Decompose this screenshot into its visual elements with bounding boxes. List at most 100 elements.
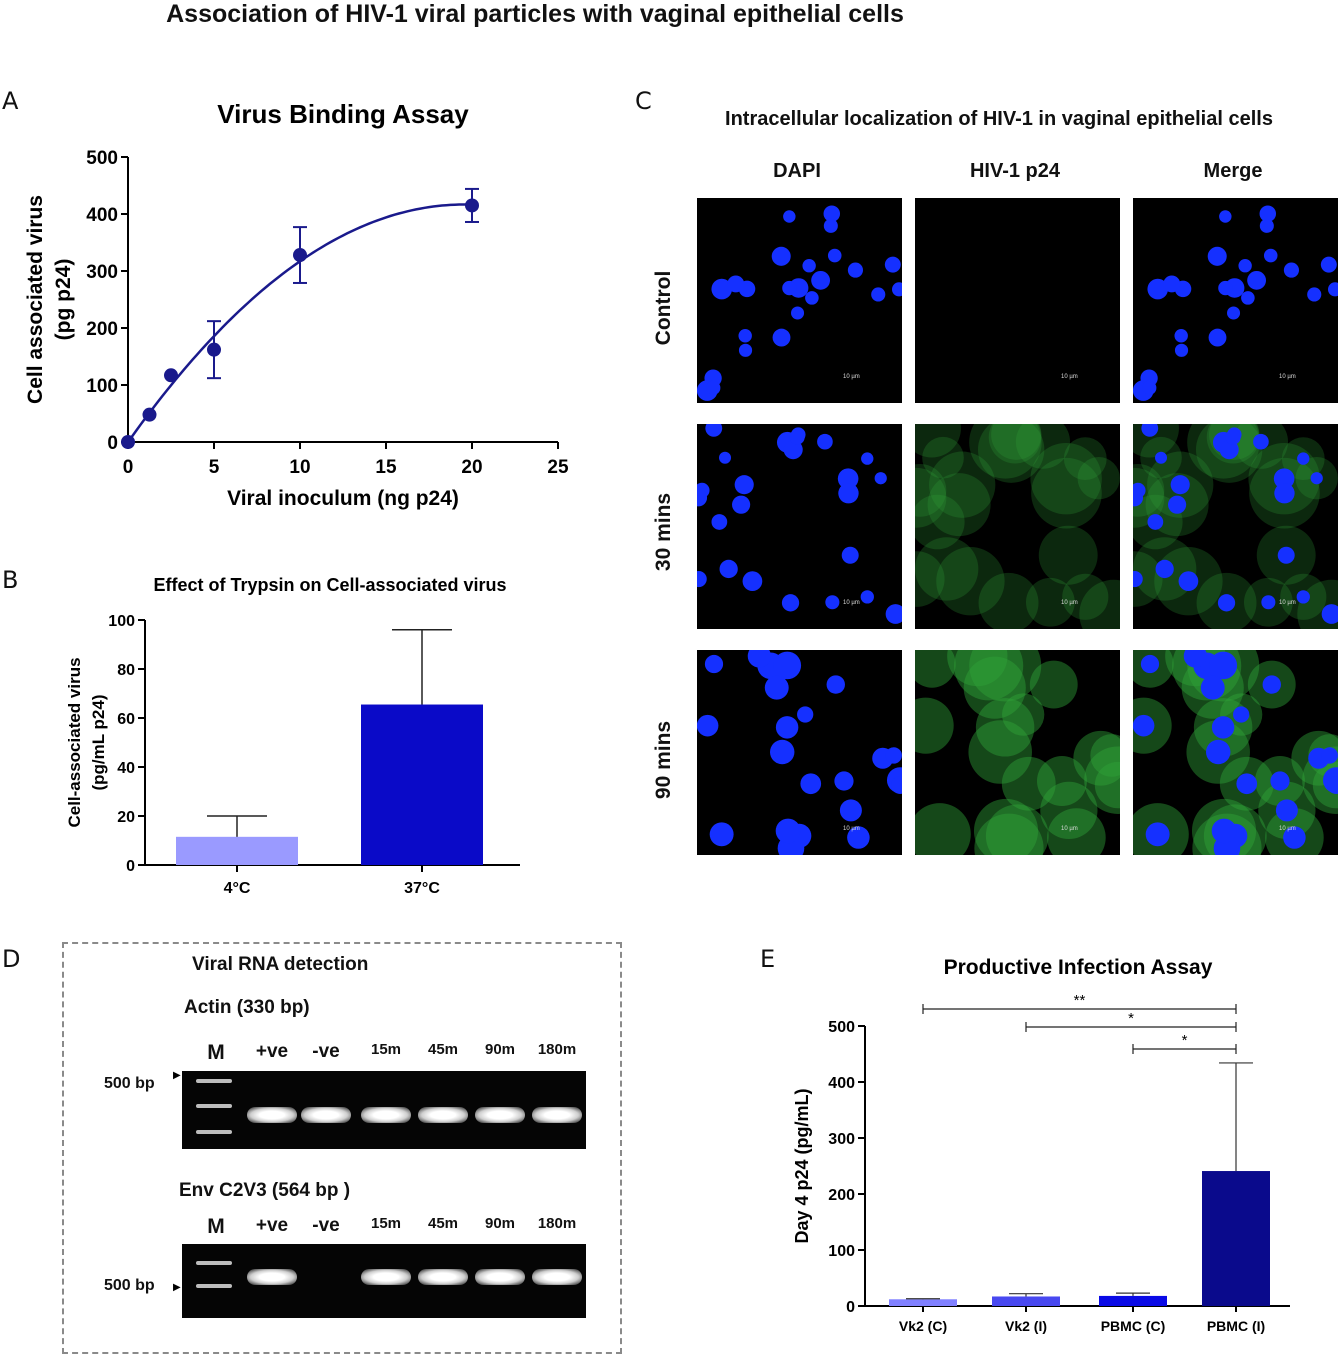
nucleus [885, 604, 902, 624]
nucleus [838, 483, 859, 504]
nucleus [704, 654, 724, 674]
scale-bar-label: 10 µm [842, 600, 860, 607]
p24-stain [1031, 457, 1102, 529]
y-tick-label: 0 [126, 858, 135, 875]
significance-label: * [1182, 1032, 1188, 1049]
gel-band [475, 1269, 525, 1285]
p24-stain [1047, 808, 1106, 855]
micrograph-canvas [1133, 424, 1338, 629]
nucleus [782, 280, 797, 296]
bar [889, 1299, 957, 1306]
nucleus [797, 706, 814, 723]
p24-stain [915, 463, 947, 517]
gel-panel-title: Viral RNA detection [192, 954, 369, 975]
nucleus [1219, 210, 1232, 223]
p24-stain [963, 656, 1026, 719]
y-tick-label: 200 [86, 319, 118, 340]
y-axis-label-line: Cell-associated virus [65, 657, 84, 827]
nucleus [709, 822, 734, 847]
nucleus [827, 248, 842, 263]
actin-marker-label: 500 bp [104, 1075, 155, 1092]
bar [1099, 1295, 1167, 1306]
data-point [164, 368, 178, 383]
y-tick-label: 500 [828, 1019, 855, 1036]
panel-letter-a: A [2, 87, 19, 115]
nucleus [734, 475, 754, 495]
lane-label: 15m [370, 1215, 402, 1232]
nucleus [1183, 650, 1207, 668]
nucleus [817, 433, 833, 450]
p24-stain [1062, 573, 1109, 620]
p24-stain [1063, 437, 1107, 480]
p24-stain [1029, 660, 1078, 709]
env-marker-arrow: ▶ [173, 1282, 181, 1293]
nucleus [1209, 651, 1238, 680]
nucleus [1247, 270, 1267, 290]
nucleus [1236, 773, 1258, 795]
column-header-p24: HIV-1 p24 [969, 160, 1061, 182]
nucleus [1328, 282, 1338, 297]
nucleus [789, 429, 805, 445]
actin-gel-label: Actin (330 bp) [184, 997, 310, 1018]
y-tick-label: 400 [86, 205, 118, 226]
scale-bar-label: 10 µm [1278, 826, 1296, 833]
nucleus [1320, 256, 1337, 273]
micrograph-canvas [697, 650, 902, 855]
y-tick-label: 0 [846, 1299, 855, 1316]
nucleus [1273, 468, 1295, 489]
lane-label: 90m [484, 1041, 516, 1058]
nucleus [1259, 205, 1277, 222]
nucleus [847, 262, 864, 278]
nucleus [1241, 291, 1255, 305]
y-tick-label: 400 [828, 1075, 855, 1092]
p24-stain [915, 697, 954, 754]
x-tick-label: 15 [375, 457, 397, 478]
p24-stain [915, 803, 971, 855]
x-tick-label: PBMC (I) [1207, 1318, 1265, 1334]
y-tick-label: 20 [117, 809, 135, 826]
nucleus [860, 590, 874, 604]
y-axis-label-line: Cell associated virus [24, 195, 47, 404]
env-marker-label: 500 bp [104, 1277, 155, 1294]
y-tick-label: 300 [86, 262, 118, 283]
gel-band [361, 1107, 411, 1123]
y-tick-label: 500 [86, 148, 118, 169]
y-axis-label: Cell associated virus (pg p24) [24, 195, 75, 404]
nucleus [1262, 675, 1281, 694]
nucleus [837, 468, 859, 489]
x-tick-label: 10 [289, 457, 310, 478]
nucleus [1218, 280, 1233, 296]
nucleus [847, 826, 870, 849]
panel-letter-b: B [2, 566, 19, 594]
nucleus [773, 651, 802, 680]
p24-stain [915, 650, 956, 688]
nucleus [1140, 654, 1160, 674]
y-tick-label: 200 [828, 1187, 855, 1204]
scale-bar-label: 10 µm [1060, 374, 1078, 381]
scale-bar-label: 10 µm [842, 374, 860, 381]
nucleus [1133, 489, 1144, 507]
nucleus [1147, 514, 1164, 530]
nucleus [839, 799, 862, 822]
nucleus [1296, 590, 1310, 604]
chart-trypsin-effect: Effect of Trypsin on Cell-associated vir… [65, 575, 520, 897]
nucleus [781, 594, 800, 612]
nucleus [1274, 483, 1295, 504]
nucleus [791, 306, 805, 320]
gel-band [247, 1107, 297, 1123]
marker-ladder-band [196, 1079, 232, 1083]
nucleus [783, 210, 796, 223]
p24-stain [936, 546, 1005, 616]
marker-ladder-band [196, 1104, 232, 1108]
nucleus [1133, 714, 1155, 737]
nucleus [1227, 306, 1241, 320]
nucleus [1155, 451, 1168, 464]
nucleus [775, 716, 799, 739]
nucleus [1253, 433, 1269, 450]
micrograph-canvas [697, 205, 902, 401]
y-tick-label: 40 [117, 760, 135, 777]
p24-stain [1084, 746, 1120, 814]
p24-stain [947, 650, 1008, 687]
marker-ladder-band [196, 1130, 232, 1134]
nucleus [719, 451, 732, 464]
